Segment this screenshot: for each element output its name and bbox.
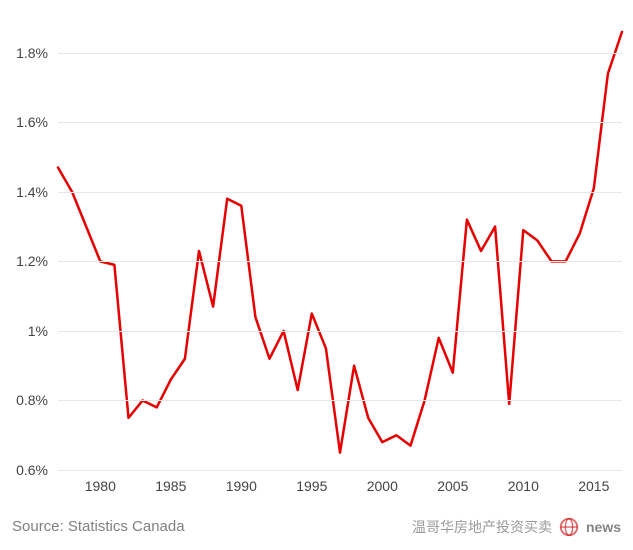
watermark: 温哥华房地产投资买卖 news [412, 516, 621, 538]
y-gridline [58, 192, 622, 193]
watermark-text-left: 温哥华房地产投资买卖 [412, 517, 552, 537]
globe-icon [558, 516, 580, 538]
y-gridline [58, 53, 622, 54]
y-tick-label: 0.6% [0, 462, 48, 478]
y-tick-label: 1.6% [0, 114, 48, 130]
x-tick-label: 1995 [296, 478, 327, 494]
y-tick-label: 1.8% [0, 45, 48, 61]
x-tick-label: 2015 [578, 478, 609, 494]
data-line [58, 18, 622, 470]
y-gridline [58, 400, 622, 401]
y-gridline [58, 261, 622, 262]
y-tick-label: 1% [0, 323, 48, 339]
y-gridline [58, 122, 622, 123]
x-tick-label: 1990 [226, 478, 257, 494]
y-tick-label: 1.4% [0, 184, 48, 200]
y-gridline [58, 470, 622, 471]
watermark-text-right: news [586, 519, 621, 535]
x-tick-label: 2010 [508, 478, 539, 494]
x-tick-label: 2005 [437, 478, 468, 494]
y-gridline [58, 331, 622, 332]
x-tick-label: 1985 [155, 478, 186, 494]
x-tick-label: 2000 [367, 478, 398, 494]
plot-area [58, 18, 622, 470]
x-tick-label: 1980 [85, 478, 116, 494]
y-tick-label: 1.2% [0, 253, 48, 269]
source-attribution: Source: Statistics Canada [12, 518, 185, 535]
chart-container: Source: Statistics Canada 温哥华房地产投资买卖 new… [0, 0, 633, 550]
y-tick-label: 0.8% [0, 392, 48, 408]
